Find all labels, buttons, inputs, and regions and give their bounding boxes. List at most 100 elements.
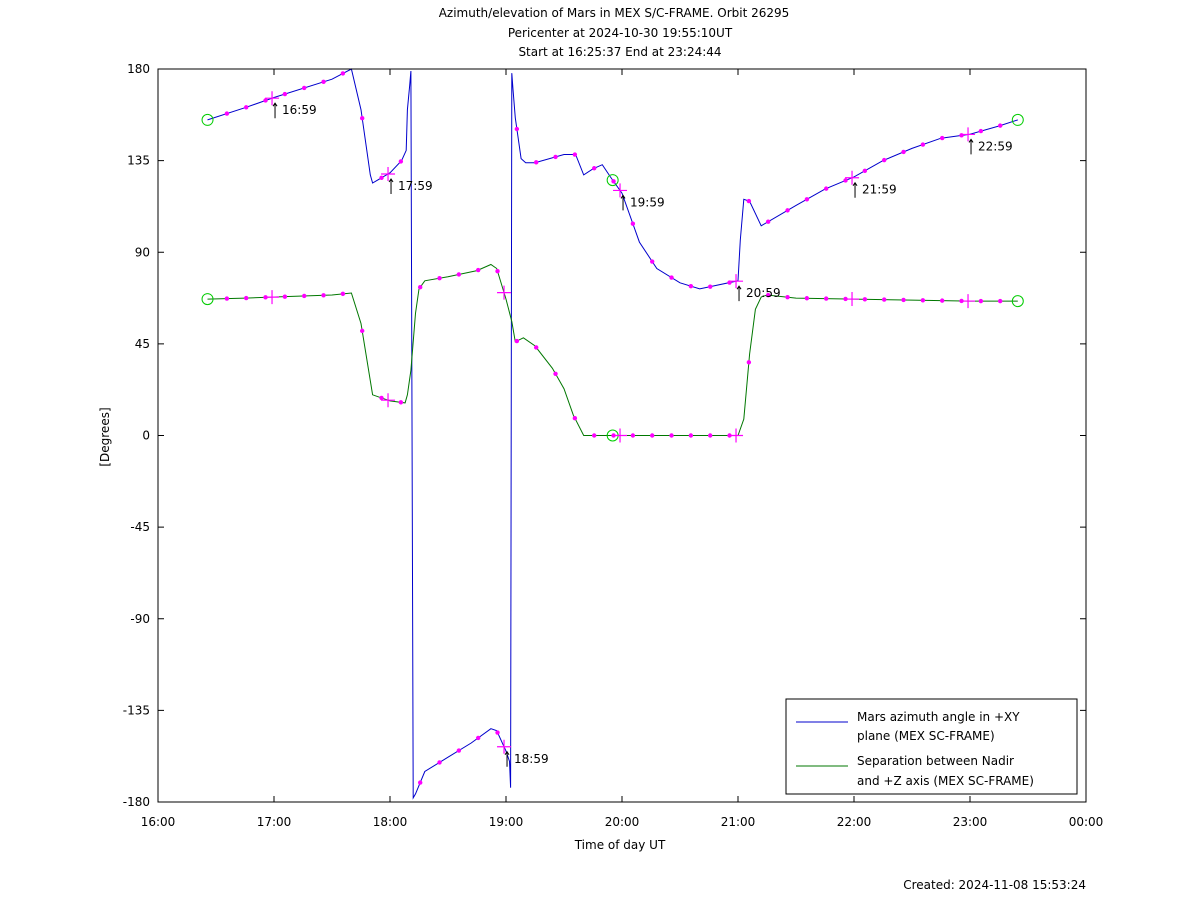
sample-marker [398, 400, 404, 405]
sample-marker [649, 259, 655, 264]
event-marker [1011, 295, 1024, 308]
y-tick-label: -180 [123, 795, 150, 809]
sample-marker [920, 142, 926, 147]
sample-marker [997, 298, 1003, 304]
hour-cross-marker [845, 292, 860, 307]
hour-cross-marker [381, 393, 396, 408]
sample-marker [553, 371, 558, 377]
legend-box [785, 698, 1078, 795]
series-line-azimuth [207, 68, 1018, 800]
hour-cross-marker [961, 127, 976, 142]
hour-cross-marker [845, 170, 860, 185]
hour-annotation-label: 22:59 [978, 139, 1013, 153]
sample-marker [340, 71, 346, 76]
sample-marker [785, 294, 790, 300]
sample-marker [707, 433, 713, 438]
sample-marker [881, 157, 887, 163]
legend-label-separation-1: Separation between Nadir [857, 754, 1014, 768]
sample-marker [379, 175, 384, 180]
annotation-arrow [852, 181, 858, 198]
sample-marker [669, 275, 674, 280]
legend-label-separation-2: and +Z axis (MEX SC-FRAME) [857, 774, 1034, 788]
sample-marker [765, 292, 771, 298]
y-tick-label: 0 [142, 429, 150, 443]
annotation-arrow [620, 194, 626, 211]
annotation-arrow [968, 138, 974, 155]
sample-marker [340, 291, 346, 297]
sample-marker [321, 79, 326, 85]
sample-marker [591, 166, 597, 171]
sample-marker [669, 433, 674, 438]
sample-marker [263, 98, 268, 103]
hour-annotation-label: 19:59 [630, 195, 665, 209]
sample-marker [611, 179, 616, 184]
sample-marker [630, 221, 636, 226]
axes: 16:00 17:00 18:00 19:00 20:00 21:00 22:00 23:00… [123, 62, 1104, 829]
y-tick-label: -45 [130, 520, 150, 534]
hour-cross-marker [613, 428, 628, 443]
sample-marker [398, 159, 404, 164]
sample-marker [901, 149, 906, 155]
sample-marker [823, 186, 829, 191]
sample-marker [862, 297, 868, 302]
x-tick-label: 19:00 [489, 815, 524, 829]
hour-cross-marker [497, 285, 512, 300]
hour-cross-marker [729, 274, 744, 289]
sample-marker [359, 328, 365, 334]
hour-cross-marker [381, 166, 396, 181]
sample-marker [514, 338, 520, 344]
series-line-separation [207, 263, 1018, 436]
title-line-2: Pericenter at 2024-10-30 19:55:10UT [508, 26, 733, 40]
sample-marker [920, 298, 926, 303]
legend: Mars azimuth angle in +XY plane (MEX SC-… [785, 698, 1078, 795]
sample-marker [301, 293, 307, 299]
created-timestamp: Created: 2024-11-08 15:53:24 [903, 878, 1086, 892]
y-axis-label: [Degrees] [98, 407, 112, 466]
sample-marker [746, 198, 752, 204]
hour-cross-marker [729, 428, 744, 443]
annotation-arrow [388, 178, 394, 194]
x-tick-label: 21:00 [721, 815, 756, 829]
event-marker [1011, 113, 1024, 126]
sample-marker [591, 433, 597, 438]
sample-marker [417, 285, 423, 290]
sample-marker [649, 433, 655, 438]
title-line-1: Azimuth/elevation of Mars in MEX S/C-FRA… [439, 6, 790, 20]
hour-cross-marker [265, 290, 280, 305]
sample-marker [243, 295, 249, 301]
chart-title: Azimuth/elevation of Mars in MEX S/C-FRA… [439, 6, 790, 59]
sample-marker [939, 135, 945, 141]
sample-marker [785, 208, 790, 213]
sample-marker [321, 293, 326, 298]
x-tick-label: 18:00 [373, 815, 408, 829]
sample-marker [997, 123, 1003, 128]
sample-marker [514, 126, 520, 132]
sample-marker [572, 152, 578, 157]
x-tick-label: 22:00 [837, 815, 872, 829]
annotation-arrow [272, 102, 278, 119]
sample-marker [417, 780, 423, 785]
sample-marker [630, 433, 636, 438]
y-tick-label: 135 [127, 154, 150, 168]
hour-annotation-label: 18:59 [514, 752, 549, 766]
sample-marker [804, 197, 810, 202]
annotation-arrow [504, 750, 510, 767]
sample-marker [243, 105, 249, 110]
y-tick-label: 90 [135, 245, 150, 259]
sample-marker [823, 296, 829, 301]
sample-marker [881, 297, 887, 302]
sample-marker [379, 395, 384, 401]
legend-label-azimuth-2: plane (MEX SC-FRAME) [857, 729, 995, 743]
sample-marker [707, 284, 713, 289]
hour-annotation-label: 21:59 [862, 183, 897, 197]
sample-marker [688, 283, 694, 289]
title-line-3: Start at 16:25:37 End at 23:24:44 [518, 45, 721, 59]
hour-annotation-label: 17:59 [398, 179, 433, 193]
x-tick-label: 00:00 [1069, 815, 1104, 829]
sample-marker [495, 730, 500, 735]
sample-marker [688, 433, 694, 438]
sample-marker [475, 267, 481, 273]
sample-marker [224, 296, 230, 301]
sample-marker [282, 294, 288, 299]
